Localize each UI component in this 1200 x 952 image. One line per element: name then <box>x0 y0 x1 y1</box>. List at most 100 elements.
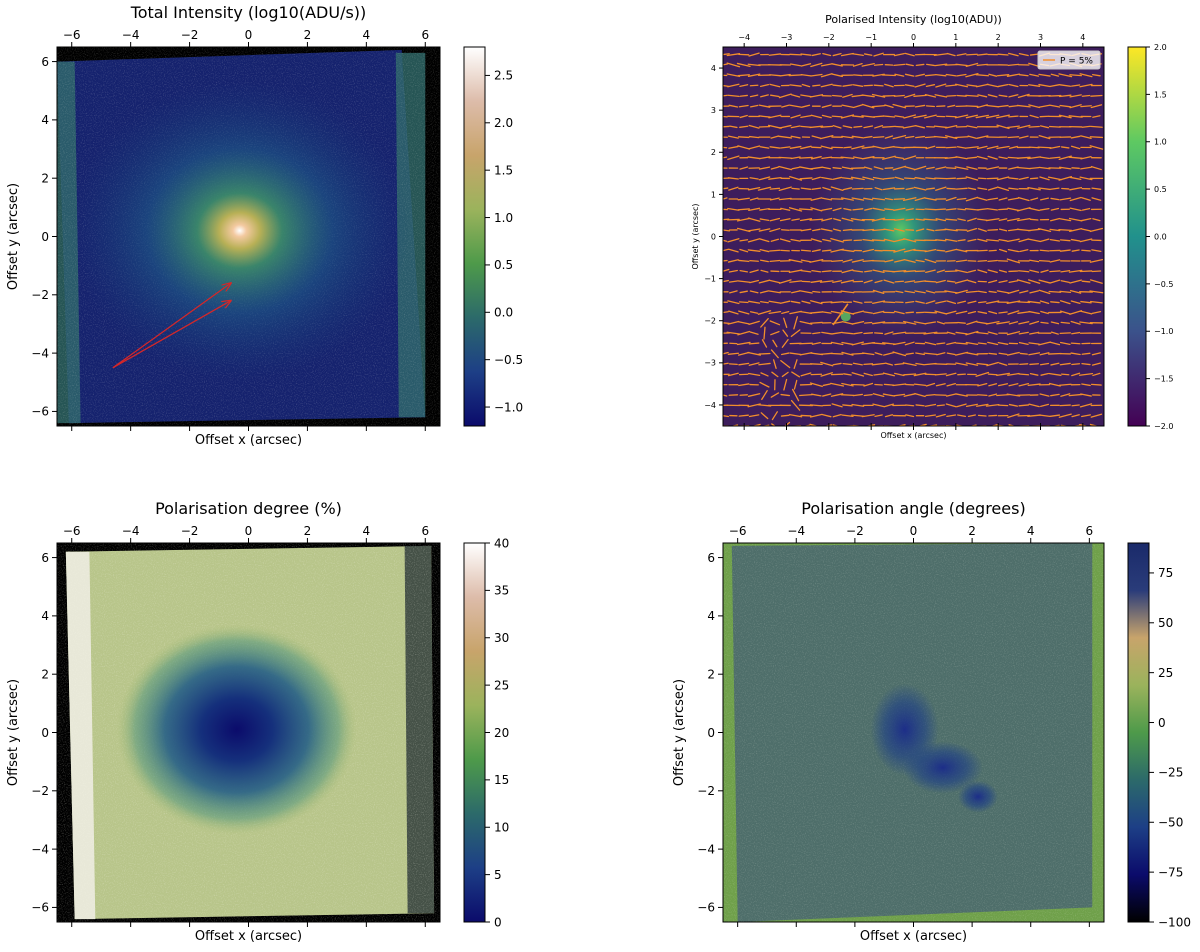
y-tick-label: 1 <box>711 190 716 199</box>
x-tick-label: 4 <box>1027 524 1035 538</box>
polarisation-vectors <box>723 52 1104 426</box>
x-axis-label: Offset x (arcsec) <box>195 929 302 944</box>
x-tick-label: −4 <box>787 524 805 538</box>
colorbar-tick-label: 25 <box>494 678 509 692</box>
y-tick-label: −2 <box>704 317 716 326</box>
image-area <box>723 543 1104 922</box>
y-tick-label: 6 <box>41 55 49 69</box>
y-tick-label: 4 <box>711 64 716 73</box>
x-tick-label: −6 <box>729 524 747 538</box>
x-tick-label: −6 <box>63 524 81 538</box>
x-tick-label: 6 <box>421 524 429 538</box>
y-tick-label: −2 <box>31 288 49 302</box>
x-tick-label: 4 <box>1080 33 1085 42</box>
colorbar-tick-label: −25 <box>1158 766 1183 780</box>
chart-title: Polarisation angle (degrees) <box>801 499 1025 518</box>
x-tick-label: −4 <box>122 524 140 538</box>
y-tick-label: −2 <box>697 784 715 798</box>
legend: P = 5% <box>1037 50 1101 70</box>
image-area <box>57 543 440 922</box>
colorbar-tick-label: −1.0 <box>494 400 523 414</box>
colorbar-tick-label: 1.0 <box>1154 138 1167 147</box>
y-tick-label: 4 <box>41 113 49 127</box>
y-tick-label: −6 <box>31 901 49 915</box>
y-tick-label: 0 <box>41 726 49 740</box>
colorbar-tick-label: −0.5 <box>1154 280 1173 289</box>
x-tick-label: −2 <box>181 28 199 42</box>
panel-3: −6 −4 −2 0 2 4 6 −6 −4 −2 0 2 4 6 Polarisation degree … <box>6 499 509 944</box>
panel-2: P = 5% −4 −3 −2 −1 0 1 2 3 4 −4 −3 −2 −1 0 1 2 3 4 Polarise… <box>691 13 1173 440</box>
colorbar-tick-label: 1.0 <box>494 211 513 225</box>
colorbar-tick-label: 75 <box>1158 566 1173 580</box>
x-tick-label: −2 <box>181 524 199 538</box>
x-tick-label: 2 <box>968 524 976 538</box>
colorbar-tick-label: −100 <box>1158 915 1191 929</box>
x-tick-label: −2 <box>823 33 835 42</box>
y-tick-label: 2 <box>41 668 49 682</box>
y-tick-label: 0 <box>707 726 715 740</box>
y-tick-label: −4 <box>31 346 49 360</box>
colorbar-tick-label: 2.0 <box>1154 43 1167 52</box>
x-tick-label: −1 <box>865 33 877 42</box>
y-axis-label: Offset y (arcsec) <box>6 183 21 290</box>
panel-1: −6 −4 −2 0 2 4 6 −6 −4 −2 0 2 4 6 Total Intensity (log… <box>6 3 523 448</box>
x-tick-label: 0 <box>911 33 916 42</box>
colorbar: 0 5 10 15 20 25 30 35 40 <box>463 536 509 929</box>
legend-box <box>1037 50 1101 70</box>
colorbar-gradient <box>1127 542 1150 923</box>
colorbar-tick-label: −1.5 <box>1154 375 1173 384</box>
x-tick-label: 2 <box>304 28 312 42</box>
y-axis-label: Offset y (arcsec) <box>672 679 687 786</box>
chart-title: Total Intensity (log10(ADU/s)) <box>130 3 367 22</box>
x-tick-label: −6 <box>63 28 81 42</box>
colorbar-tick-label: 10 <box>494 821 509 835</box>
colorbar-tick-label: 0 <box>1158 716 1166 730</box>
y-tick-label: −4 <box>31 842 49 856</box>
x-axis-label: Offset x (arcsec) <box>881 431 947 440</box>
colorbar-tick-label: 50 <box>1158 616 1173 630</box>
x-tick-label: −3 <box>781 33 793 42</box>
y-tick-label: 2 <box>711 148 716 157</box>
colorbar-tick-label: −2.0 <box>1154 422 1173 431</box>
x-tick-label: −4 <box>738 33 750 42</box>
colorbar-tick-label: 20 <box>494 726 509 740</box>
x-axis-label: Offset x (arcsec) <box>860 929 967 944</box>
colorbar-gradient <box>1127 46 1147 427</box>
x-tick-label: 2 <box>996 33 1001 42</box>
x-tick-label: 6 <box>421 28 429 42</box>
y-tick-label: 3 <box>711 106 716 115</box>
colorbar-tick-label: 35 <box>494 584 509 598</box>
y-tick-label: −6 <box>697 901 715 915</box>
low-polarisation-core <box>116 624 357 835</box>
x-tick-label: −2 <box>846 524 864 538</box>
chart-title: Polarised Intensity (log10(ADU)) <box>825 13 1002 26</box>
colorbar-tick-label: 5 <box>494 868 502 882</box>
x-tick-label: 0 <box>910 524 918 538</box>
colorbar-tick-label: 2.5 <box>494 69 513 83</box>
y-tick-label: −3 <box>704 359 716 368</box>
y-tick-label: −4 <box>697 842 715 856</box>
colorbar-tick-label: −0.5 <box>494 353 523 367</box>
colorbar: −2.0 −1.5 −1.0 −0.5 0.0 0.5 1.0 1.5 2.0 <box>1127 43 1173 431</box>
annotation-arrow-2 <box>112 301 231 369</box>
angle-feature-arm <box>902 741 983 794</box>
y-tick-label: −2 <box>31 784 49 798</box>
colorbar-tick-label: 40 <box>494 536 509 550</box>
colorbar-tick-label: −75 <box>1158 865 1183 879</box>
image-area <box>723 47 1104 426</box>
colorbar-tick-label: 15 <box>494 773 509 787</box>
x-tick-label: 1 <box>953 33 958 42</box>
colorbar-tick-label: 2.0 <box>494 116 513 130</box>
y-tick-label: 2 <box>41 172 49 186</box>
y-tick-label: 2 <box>707 668 715 682</box>
colorbar-tick-label: 0.5 <box>1154 185 1167 194</box>
colorbar-tick-label: 30 <box>494 631 509 645</box>
colorbar-tick-label: 0.5 <box>494 258 513 272</box>
colorbar: −100 −75 −50 −25 0 25 50 75 <box>1127 542 1191 929</box>
colorbar-tick-label: 25 <box>1158 666 1173 680</box>
y-tick-label: 6 <box>707 551 715 565</box>
colorbar-gradient <box>463 542 486 923</box>
x-tick-label: 3 <box>1038 33 1043 42</box>
x-axis-label: Offset x (arcsec) <box>195 433 302 448</box>
